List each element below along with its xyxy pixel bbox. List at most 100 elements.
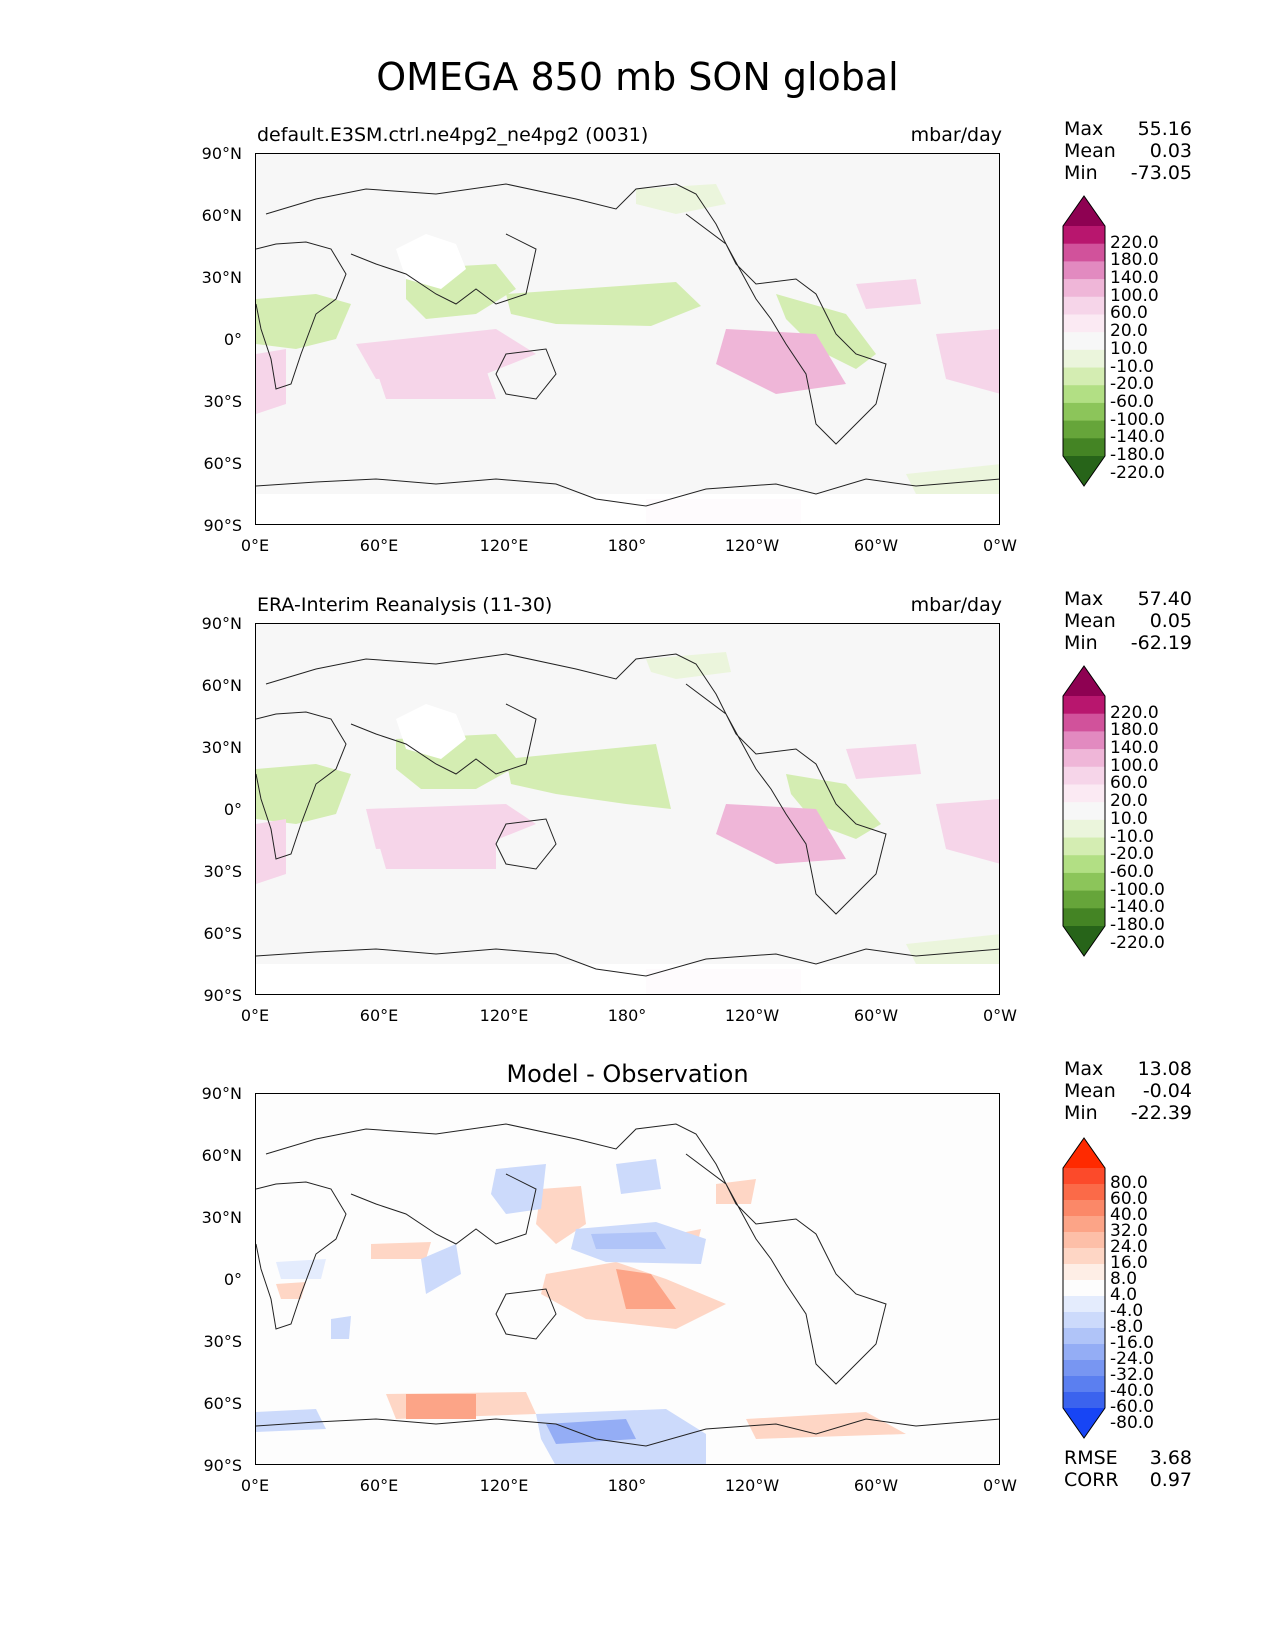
colorbar-segment xyxy=(1063,402,1105,422)
colorbar-tick-label: -220.0 xyxy=(1110,932,1165,953)
mask-himalaya xyxy=(396,234,466,289)
panel3-ytick-90s: 90°S xyxy=(203,1456,242,1475)
colorbar-segment xyxy=(1063,243,1105,262)
red-zone-9 xyxy=(276,1282,306,1299)
colorbar-extend-max xyxy=(1063,666,1105,696)
red-zone-5 xyxy=(406,1394,476,1419)
colorbar-segment xyxy=(1063,1296,1105,1313)
colorbar-segment xyxy=(1063,1232,1105,1249)
colorbar-tick-label: 180.0 xyxy=(1110,250,1159,271)
colorbar-tick-label: -80.0 xyxy=(1110,1413,1154,1433)
panel3-xtick-60w: 60°W xyxy=(853,1476,899,1495)
panel2-xtick-60e: 60°E xyxy=(359,1006,399,1025)
panel2-ytick-eq: 0° xyxy=(223,800,242,819)
figure-title: OMEGA 850 mb SON global xyxy=(376,55,899,99)
colorbar-tick-label: -20.0 xyxy=(1110,844,1154,865)
colorbar-tick-label: -20.0 xyxy=(1110,374,1154,395)
panel1-ytick-30s: 30°S xyxy=(203,392,242,411)
colorbar-tick-label: -32.0 xyxy=(1110,1365,1154,1385)
panel3-ytick-90n: 90°N xyxy=(201,1084,242,1103)
panel2-xtick-120e: 120°E xyxy=(479,1006,529,1025)
panel2-stats: Max 57.40 Mean 0.05 Min -62.19 xyxy=(1064,588,1192,654)
panel3-error-stats: RMSE 3.68 CORR 0.97 xyxy=(1064,1447,1192,1491)
colorbar-segment xyxy=(1063,1248,1105,1265)
colorbar-tick-label: 60.0 xyxy=(1110,1189,1148,1209)
colorbar-tick-label: -60.0 xyxy=(1110,391,1154,412)
panel3-xtick-60e: 60°E xyxy=(359,1476,399,1495)
pink-zone-1 xyxy=(356,329,536,379)
colorbar-segment xyxy=(1063,837,1105,856)
colorbar-tick-label: 20.0 xyxy=(1110,321,1148,342)
panel2-xtick-180: 180° xyxy=(607,1006,647,1025)
colorbar-segment xyxy=(1063,1168,1105,1185)
panel1-ytick-eq: 0° xyxy=(223,330,242,349)
stat-min-value: -22.39 xyxy=(1130,1102,1192,1124)
panel1-stats: Max 55.16 Mean 0.03 Min -73.05 xyxy=(1064,118,1192,184)
colorbar-tick-label: 180.0 xyxy=(1110,720,1159,741)
green-zone-africa xyxy=(256,294,351,349)
blue-zone-7 xyxy=(256,1409,326,1432)
colorbar-segment xyxy=(1063,279,1105,298)
pink-zone-5 xyxy=(256,819,286,884)
panel1-xtick-60w: 60°W xyxy=(853,536,899,555)
colorbar-segment xyxy=(1063,731,1105,750)
stat-corr-value: 0.97 xyxy=(1149,1469,1192,1491)
colorbar-tick-label: 60.0 xyxy=(1110,303,1148,324)
colorbar-svg xyxy=(1062,1137,1106,1439)
stat-mean-value: 0.03 xyxy=(1149,140,1192,162)
colorbar-tick-label: 4.0 xyxy=(1110,1285,1138,1305)
panel2-title: ERA-Interim Reanalysis (11-30) xyxy=(257,594,553,616)
colorbar-tick-label: -220.0 xyxy=(1110,462,1165,483)
green-zone-africa xyxy=(256,764,351,824)
blue-zone-10 xyxy=(276,1259,326,1279)
panel1-ytick-90n: 90°N xyxy=(201,144,242,163)
pink-zone-2 xyxy=(716,329,846,394)
colorbar-extend-min xyxy=(1063,456,1105,486)
stat-mean-label: Mean xyxy=(1064,1080,1116,1102)
colorbar-tick-label: 24.0 xyxy=(1110,1237,1148,1257)
panel1-ytick-90s: 90°S xyxy=(203,516,242,535)
colorbar-tick-label: 100.0 xyxy=(1110,285,1159,306)
colorbar-segment xyxy=(1063,1360,1105,1377)
mask-antarctic xyxy=(256,964,999,994)
panel2-field xyxy=(256,624,999,994)
panel2-xtick-120w: 120°W xyxy=(724,1006,780,1025)
stat-min-value: -62.19 xyxy=(1130,632,1192,654)
panel2-ytick-60n: 60°N xyxy=(201,676,242,695)
stat-min-value: -73.05 xyxy=(1130,162,1192,184)
panel3-ytick-eq: 0° xyxy=(223,1270,242,1289)
blue-zone-1 xyxy=(491,1164,546,1214)
colorbar-segment xyxy=(1063,802,1105,821)
panel1-ytick-30n: 30°N xyxy=(201,268,242,287)
pink-zone-3 xyxy=(936,329,999,394)
colorbar-segment xyxy=(1063,749,1105,768)
stat-max-label: Max xyxy=(1064,1058,1104,1080)
panel1-title: default.E3SM.ctrl.ne4pg2_ne4pg2 (0031) xyxy=(257,124,649,146)
colorbar-tick-label: -100.0 xyxy=(1110,409,1165,430)
colorbar-segment xyxy=(1063,1328,1105,1345)
panel3-xtick-180: 180° xyxy=(607,1476,647,1495)
pink-zone-7 xyxy=(846,744,921,779)
pink-zone-3 xyxy=(936,799,999,864)
stat-max-value: 13.08 xyxy=(1137,1058,1192,1080)
stat-max-value: 57.40 xyxy=(1137,588,1192,610)
red-zone-1 xyxy=(536,1186,586,1244)
mask-himalaya xyxy=(396,704,466,759)
colorbar-segment xyxy=(1063,872,1105,892)
pink-zone-5 xyxy=(256,349,286,414)
colorbar-segment xyxy=(1063,696,1105,715)
colorbar-segment xyxy=(1063,261,1105,280)
panel3-ytick-30n: 30°N xyxy=(201,1208,242,1227)
green-zone-north xyxy=(646,652,731,679)
colorbar-segment xyxy=(1063,1216,1105,1233)
panel3-title: Model - Observation xyxy=(506,1060,749,1088)
colorbar-tick-label: 32.0 xyxy=(1110,1221,1148,1241)
coastlines xyxy=(256,653,999,977)
colorbar-extend-min xyxy=(1063,1408,1105,1438)
colorbar-tick-label: 10.0 xyxy=(1110,338,1148,359)
panel2-xtick-60w: 60°W xyxy=(853,1006,899,1025)
pink-zone-4 xyxy=(376,834,496,869)
colorbar-segment xyxy=(1063,226,1105,245)
panel3-ytick-60n: 60°N xyxy=(201,1146,242,1165)
panel1-field xyxy=(256,154,999,524)
